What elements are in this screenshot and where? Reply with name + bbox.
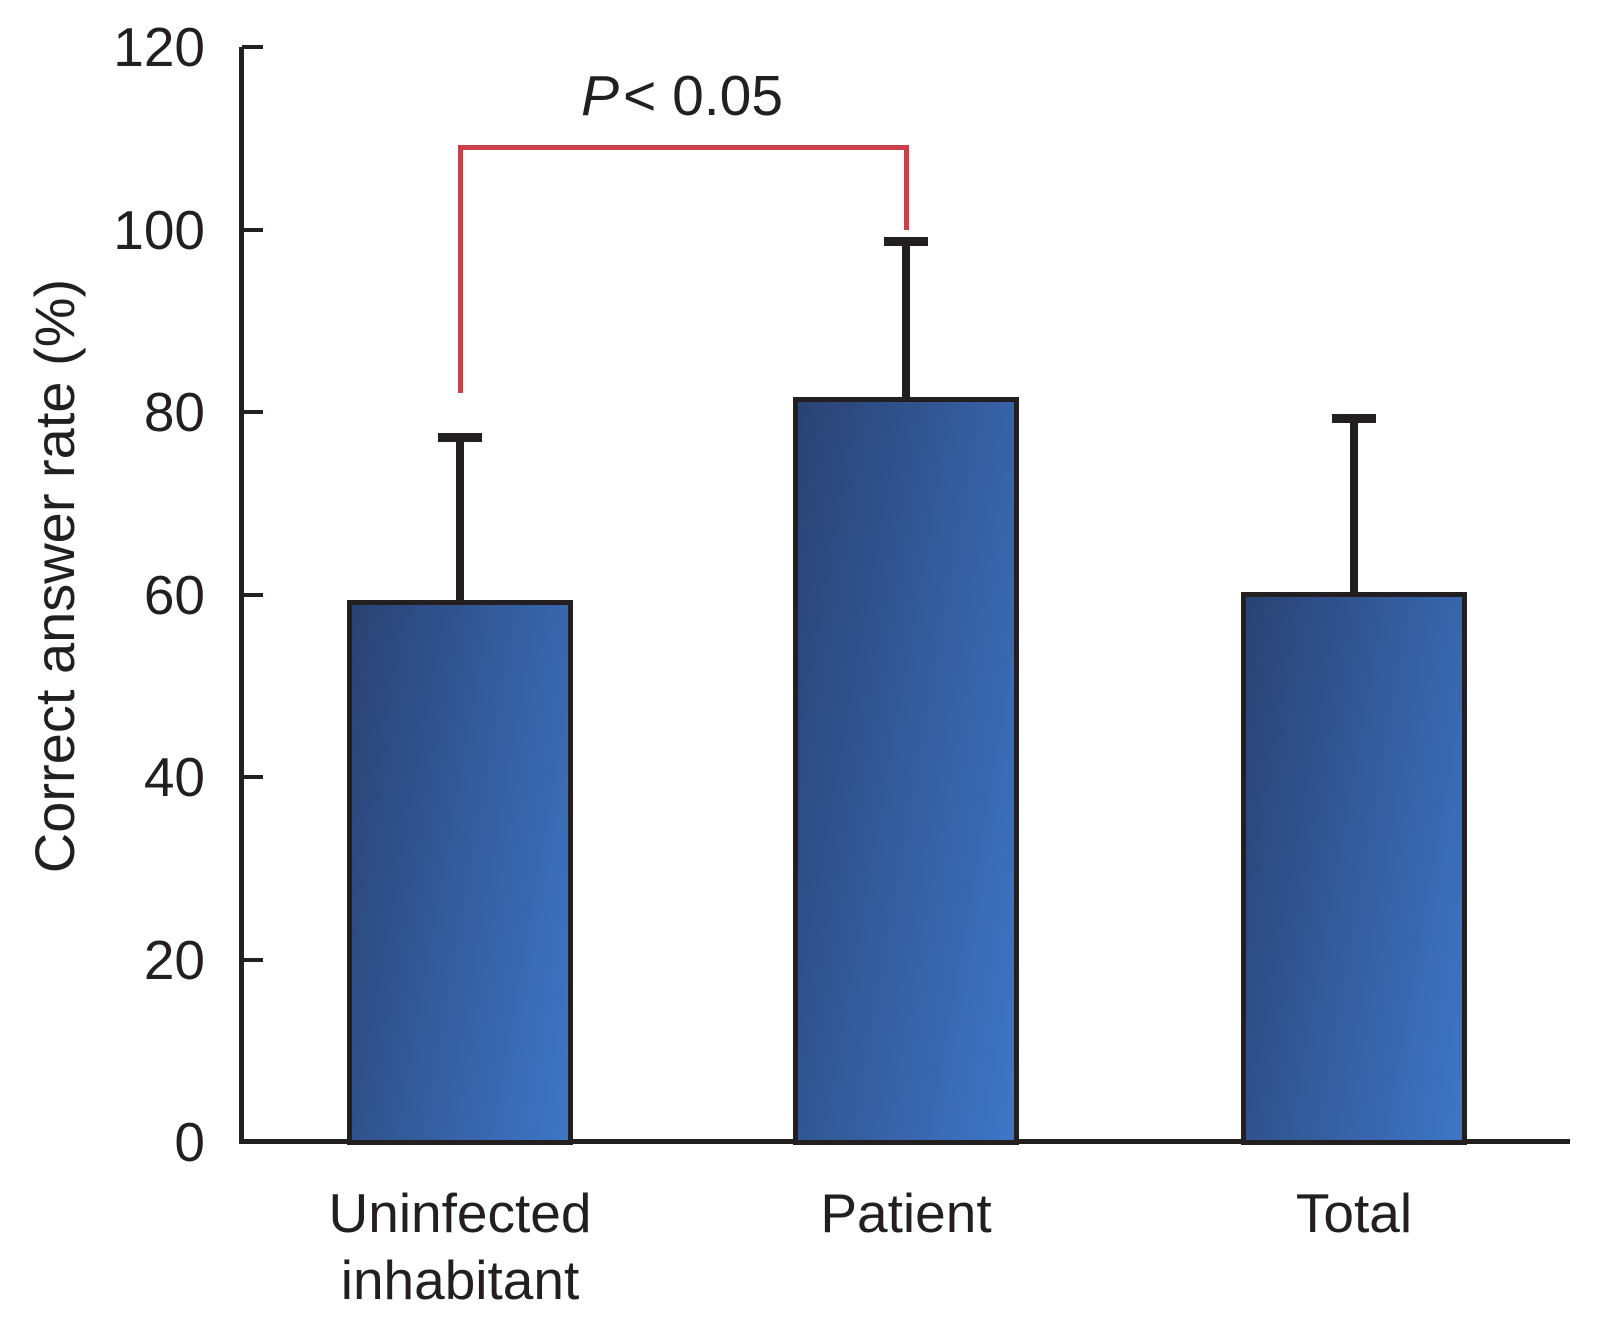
error-bar-stem [456, 437, 464, 600]
x-category-label: Total [1124, 1180, 1584, 1247]
significance-label: P< 0.05 [452, 63, 912, 129]
x-category-label: Uninfected inhabitant [230, 1180, 690, 1314]
x-category-label-line: inhabitant [340, 1249, 580, 1311]
y-axis-tick-label: 40 [143, 746, 205, 808]
x-category-label-line: Uninfected [328, 1182, 592, 1244]
error-bar-stem [902, 241, 910, 398]
error-bar-cap [884, 236, 928, 246]
y-axis-tick-label: 0 [174, 1111, 205, 1173]
error-bar-cap [438, 433, 482, 443]
y-axis-tick [242, 775, 263, 779]
y-axis-tick-label: 20 [143, 928, 205, 991]
x-category-label-line: Patient [820, 1182, 992, 1244]
error-bar-stem [1350, 418, 1358, 592]
y-axis-tick-label: 100 [113, 198, 205, 261]
bar [347, 599, 573, 1145]
x-category-label-line: Total [1295, 1182, 1413, 1244]
y-axis-tick-label: 120 [113, 16, 205, 78]
significance-label-p: P [580, 64, 619, 128]
significance-bracket-top [457, 144, 909, 150]
y-axis-tick-label: 80 [143, 381, 205, 443]
bar [1241, 591, 1467, 1145]
bar [793, 397, 1019, 1145]
significance-bracket-left [457, 144, 463, 393]
y-axis-tick [242, 45, 263, 49]
y-axis-tick-label: 60 [143, 563, 205, 626]
y-axis-tick [242, 957, 263, 962]
significance-bracket-right [903, 144, 909, 231]
error-bar-cap [1332, 413, 1376, 423]
x-category-label: Patient [676, 1180, 1136, 1247]
significance-label-value: < 0.05 [622, 64, 784, 128]
y-axis-line [239, 47, 244, 1144]
y-axis-tick [242, 227, 263, 232]
y-axis-tick [242, 592, 263, 597]
y-axis-tick [242, 410, 263, 414]
